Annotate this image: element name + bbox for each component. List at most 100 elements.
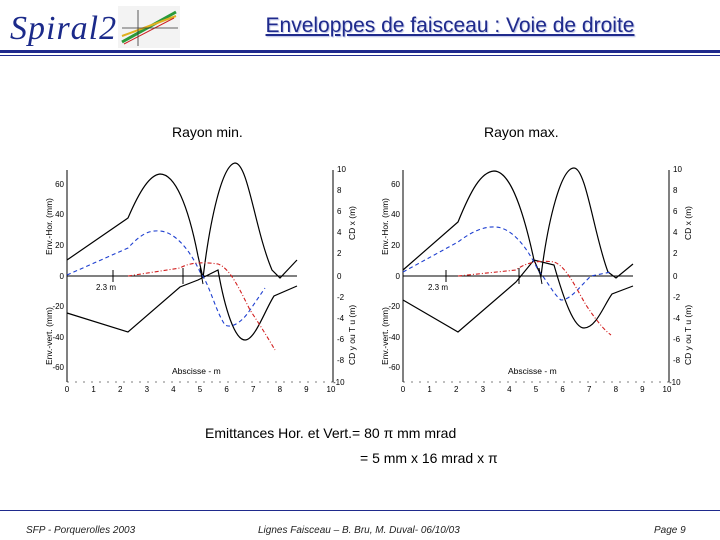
horizontal-dispersion-curve bbox=[402, 226, 612, 301]
footer-left: SFP - Porquerolles 2003 bbox=[26, 525, 136, 536]
y-left-bottom-label: Env.-vert. (mm) bbox=[44, 307, 54, 365]
x-tick-labels: 0 1 2 3 4 5 6 7 8 9 10 bbox=[401, 385, 672, 394]
y-left-top-label: Env.-Hor. (mm) bbox=[380, 198, 390, 255]
plot-frame bbox=[402, 170, 670, 383]
x-tick: 9 bbox=[304, 385, 309, 394]
header-divider bbox=[0, 50, 720, 53]
horizontal-envelope-curve bbox=[66, 162, 298, 279]
y-right-tick: 4 bbox=[673, 228, 678, 237]
longitudinal-curve bbox=[127, 262, 276, 351]
x-tick: 8 bbox=[278, 385, 283, 394]
y-right-tick: -10 bbox=[333, 378, 345, 387]
logo-wordmark: Spiral2 bbox=[10, 10, 118, 47]
y-left-tick: 0 bbox=[396, 272, 401, 281]
x-tick-labels: 0 1 2 3 4 5 6 7 8 9 10 bbox=[65, 385, 336, 394]
y-left-tick: 60 bbox=[55, 180, 64, 189]
spiral2-logo: Spiral2 bbox=[6, 4, 180, 50]
x-tick: 9 bbox=[640, 385, 645, 394]
plot-frame bbox=[66, 170, 334, 383]
x-tick: 4 bbox=[171, 385, 176, 394]
horizontal-envelope-curve bbox=[402, 167, 634, 279]
x-tick: 8 bbox=[614, 385, 619, 394]
y-right-tick: -2 bbox=[337, 293, 345, 302]
x-tick: 1 bbox=[427, 385, 432, 394]
y-right-tick: -8 bbox=[337, 356, 345, 365]
y-right-tick: 4 bbox=[337, 228, 342, 237]
y-right-top-label: CD x (m) bbox=[683, 206, 693, 240]
element-marker bbox=[199, 267, 204, 285]
x-tick: 4 bbox=[507, 385, 512, 394]
y-right-tick: -4 bbox=[673, 314, 681, 323]
y-right-tick: -10 bbox=[669, 378, 681, 387]
vertical-envelope-curve bbox=[402, 259, 634, 333]
x-tick: 5 bbox=[534, 385, 539, 394]
x-tick: 7 bbox=[587, 385, 592, 394]
y-left-tick: -60 bbox=[388, 363, 400, 372]
x-tick: 2 bbox=[118, 385, 123, 394]
y-right-tick: -8 bbox=[673, 356, 681, 365]
y-right-tick: 0 bbox=[337, 272, 342, 281]
x-tick: 1 bbox=[91, 385, 96, 394]
envelope-plot-min: 60 40 20 0 -20 -40 -60 10 8 6 4 2 0 -2 -… bbox=[44, 162, 357, 394]
y-left-tick: 40 bbox=[391, 210, 400, 219]
y-right-tick: 2 bbox=[337, 249, 342, 258]
footer-center: Lignes Faisceau – B. Bru, M. Duval- 06/1… bbox=[258, 525, 460, 536]
y-right-bottom-label: CD y ou T u (m) bbox=[683, 305, 693, 365]
distance-marker-label: 2.3 m bbox=[96, 283, 116, 292]
x-tick: 3 bbox=[481, 385, 486, 394]
y-right-tick: 6 bbox=[337, 207, 342, 216]
panel-label-max: Rayon max. bbox=[484, 124, 559, 140]
y-left-bottom-label: Env.-vert. (mm) bbox=[380, 307, 390, 365]
y-right-bottom-label: CD y ou T u (m) bbox=[347, 305, 357, 365]
y-right-tick: -2 bbox=[673, 293, 681, 302]
x-tick: 2 bbox=[454, 385, 459, 394]
emittance-line-2: = 5 mm x 16 mrad x π bbox=[360, 450, 498, 466]
y-right-tick: 10 bbox=[673, 165, 682, 174]
y-left-tick: -20 bbox=[388, 302, 400, 311]
y-right-tick: 8 bbox=[673, 186, 678, 195]
x-tick: 0 bbox=[401, 385, 406, 394]
footer-page-number: Page 9 bbox=[654, 525, 686, 536]
y-right-tick: 2 bbox=[673, 249, 678, 258]
horizontal-dispersion-curve bbox=[66, 230, 266, 327]
logo-graphic bbox=[118, 6, 180, 48]
y-left-tick: 20 bbox=[55, 241, 64, 250]
element-marker bbox=[538, 267, 543, 285]
x-tick: 7 bbox=[251, 385, 256, 394]
y-left-tick: 0 bbox=[60, 272, 65, 281]
y-right-tick-labels: 10 8 6 4 2 0 -2 -4 -6 -8 -10 bbox=[669, 165, 682, 387]
y-left-tick: -20 bbox=[52, 302, 64, 311]
x-tick: 3 bbox=[145, 385, 150, 394]
page-title: Enveloppes de faisceau : Voie de droite bbox=[265, 14, 635, 37]
x-axis-label: Abscisse - m bbox=[508, 366, 557, 376]
y-left-tick-labels: 60 40 20 0 -20 -40 -60 bbox=[388, 180, 400, 372]
x-tick: 10 bbox=[663, 385, 672, 394]
y-right-tick: 0 bbox=[673, 272, 678, 281]
footer-divider bbox=[0, 510, 720, 511]
x-tick: 5 bbox=[198, 385, 203, 394]
y-left-tick: 60 bbox=[391, 180, 400, 189]
y-left-tick-labels: 60 40 20 0 -20 -40 -60 bbox=[52, 180, 64, 372]
y-left-tick: -60 bbox=[52, 363, 64, 372]
y-right-tick: -4 bbox=[337, 314, 345, 323]
x-tick: 0 bbox=[65, 385, 70, 394]
y-left-tick: 40 bbox=[55, 210, 64, 219]
x-axis-label: Abscisse - m bbox=[172, 366, 221, 376]
y-right-tick: 8 bbox=[337, 186, 342, 195]
y-right-tick: 10 bbox=[337, 165, 346, 174]
longitudinal-curve bbox=[457, 260, 612, 336]
y-right-tick: -6 bbox=[673, 335, 681, 344]
vertical-envelope-curve bbox=[66, 269, 298, 341]
distance-marker-label: 2.3 m bbox=[428, 283, 448, 292]
panel-label-min: Rayon min. bbox=[172, 124, 243, 140]
y-right-top-label: CD x (m) bbox=[347, 206, 357, 240]
y-left-tick: 20 bbox=[391, 241, 400, 250]
x-tick: 6 bbox=[224, 385, 229, 394]
x-tick: 10 bbox=[327, 385, 336, 394]
y-left-tick: -40 bbox=[388, 333, 400, 342]
x-tick: 6 bbox=[560, 385, 565, 394]
y-right-tick-labels: 10 8 6 4 2 0 -2 -4 -6 -8 -10 bbox=[333, 165, 346, 387]
y-left-tick: -40 bbox=[52, 333, 64, 342]
y-left-top-label: Env.-Hor. (mm) bbox=[44, 198, 54, 255]
header-divider-thin bbox=[0, 55, 720, 56]
